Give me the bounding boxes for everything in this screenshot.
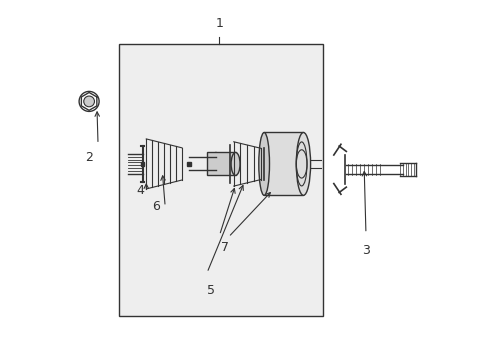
Ellipse shape [231, 153, 240, 175]
Text: 5: 5 [206, 284, 214, 297]
Ellipse shape [211, 153, 220, 175]
Bar [141, 162, 144, 166]
Bar [264, 132, 303, 195]
Ellipse shape [258, 132, 269, 195]
FancyBboxPatch shape [119, 44, 323, 316]
Text: 2: 2 [85, 152, 93, 165]
Text: 3: 3 [361, 244, 369, 257]
Ellipse shape [79, 91, 99, 111]
Ellipse shape [83, 96, 94, 107]
Text: 7: 7 [221, 241, 228, 254]
Bar [206, 153, 235, 175]
Text: 6: 6 [152, 200, 160, 213]
Text: 1: 1 [215, 17, 223, 30]
Bar [187, 162, 190, 166]
Ellipse shape [296, 132, 310, 195]
Text: 4: 4 [136, 184, 144, 197]
